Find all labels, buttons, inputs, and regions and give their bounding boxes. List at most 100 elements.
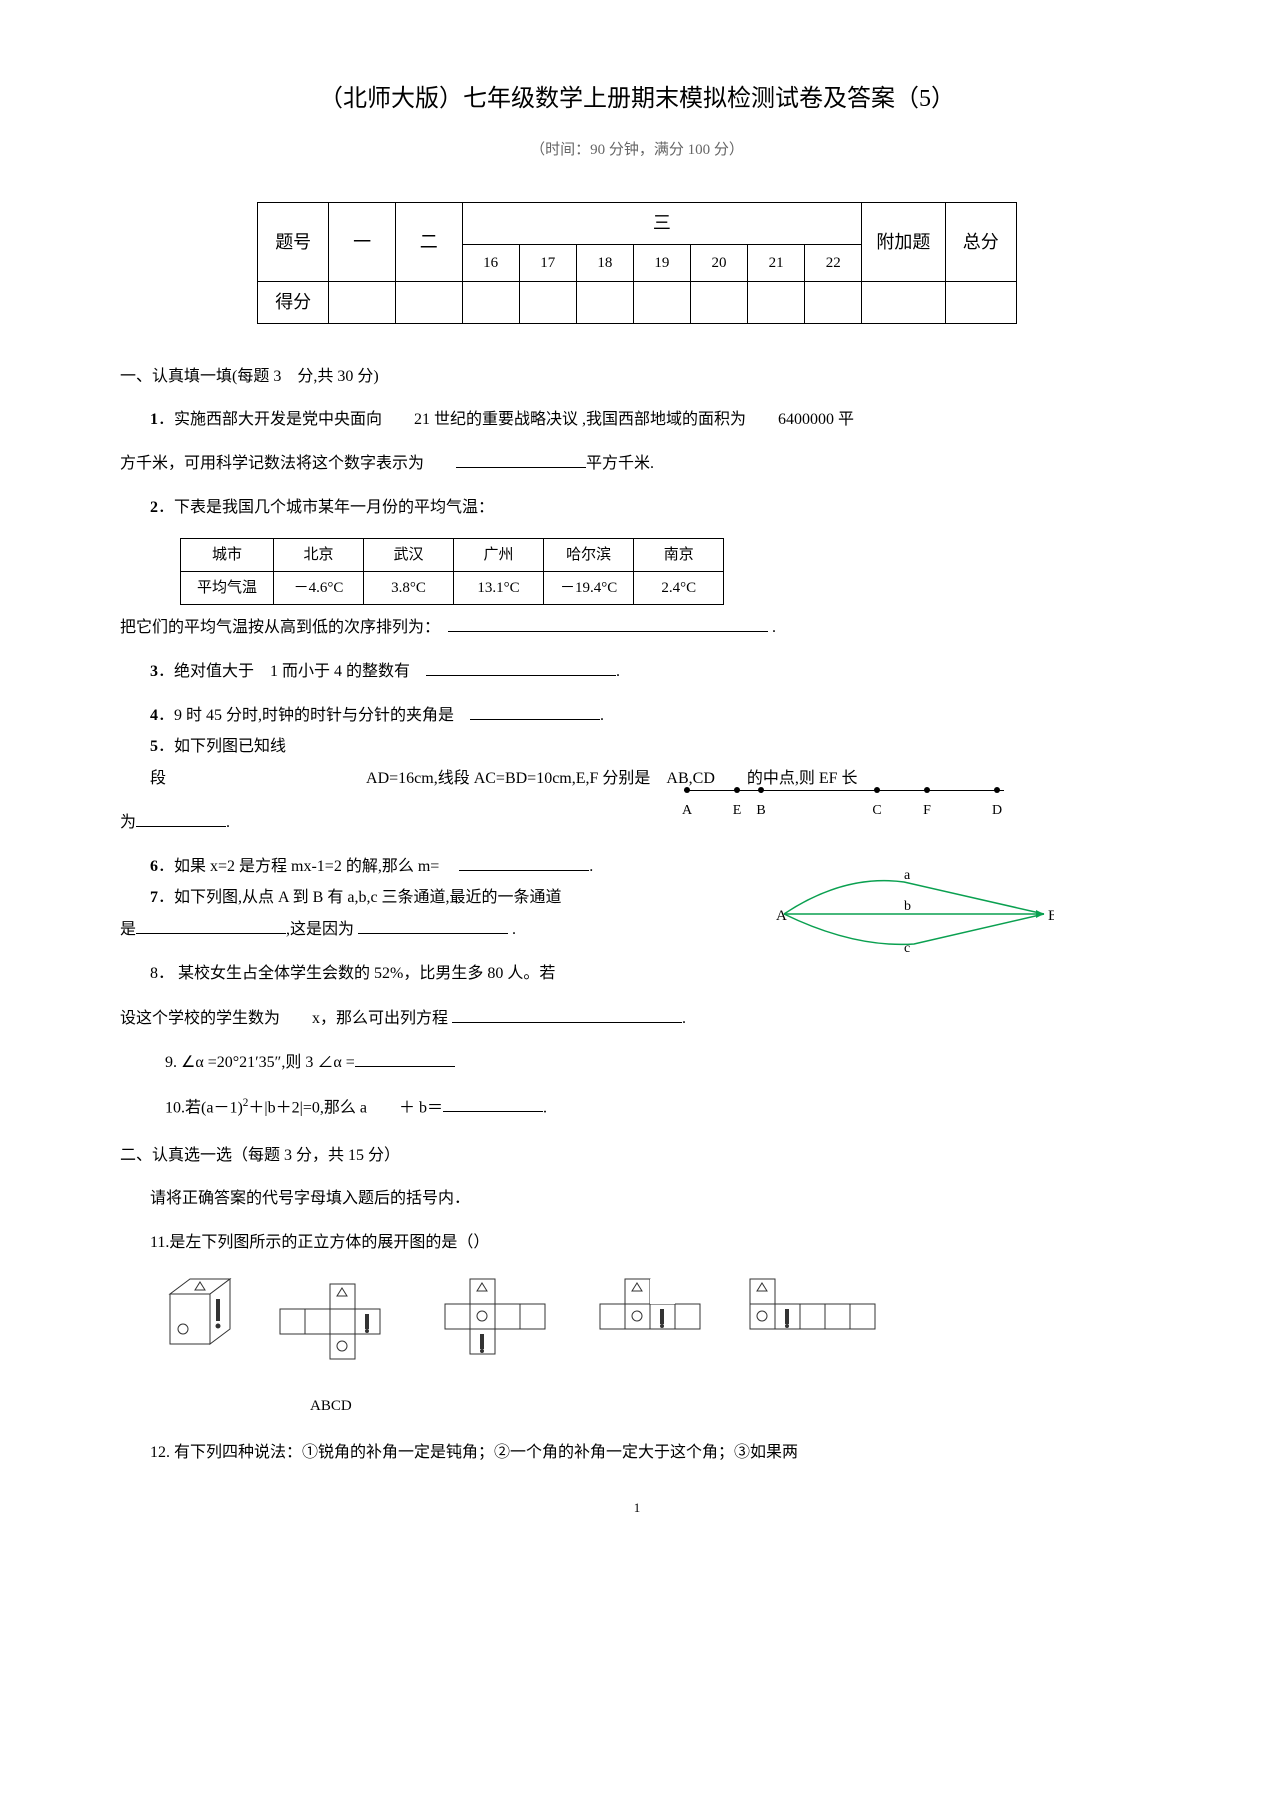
q1-text-a: ．实施西部大开发是党中央面向 21 世纪的重要战略决议 ,我国西部地域的面积为 … — [158, 411, 854, 428]
q2-text: ．下表是我国几个城市某年一月份的平均气温： — [158, 499, 494, 516]
q2: 2．下表是我国几个城市某年一月份的平均气温： — [150, 493, 1154, 523]
q10-a: .若(a — [181, 1099, 213, 1116]
q6-num: 6 — [150, 858, 158, 875]
q8: 8． 某校女生占全体学生会数的 52%，比男生多 80 人。若 — [150, 959, 1154, 989]
q9: 9. ∠α =20°21′35″,则 3 ∠α = — [165, 1048, 1154, 1078]
q11-text: .是左下列图所示的正立方体的展开图的是（） — [165, 1234, 489, 1251]
col-3-sub-1: 17 — [519, 245, 576, 282]
svg-text:a: a — [904, 868, 911, 883]
cube-net-b — [430, 1274, 560, 1384]
q1-text-b: 方千米，可用科学记数法将这个数字表示为 — [120, 455, 456, 472]
q10-blank — [443, 1094, 543, 1112]
cube-net-a — [270, 1274, 400, 1384]
score-table: 题号 一 二 三 附加题 总分 16 17 18 19 20 21 22 得分 — [257, 202, 1017, 324]
col-3-sub-3: 19 — [633, 245, 690, 282]
col-3-sub-2: 18 — [576, 245, 633, 282]
q11-option-labels: ABCD — [310, 1394, 1154, 1418]
q8-num: 8 — [150, 965, 158, 982]
temp-0: －4.6°C — [274, 571, 364, 604]
q8-blank — [452, 1005, 682, 1023]
q9-val: 20°21′35″ — [217, 1054, 282, 1071]
svg-text:b: b — [904, 899, 911, 914]
temp-city-0: 北京 — [274, 538, 364, 571]
row-label-2: 得分 — [258, 282, 329, 324]
q7-blank1 — [136, 916, 286, 934]
q5: 5．如下列图已知线 — [150, 733, 1154, 760]
q8-text-a: ． 某校女生占全体学生会数的 52%，比男生多 80 人。若 — [158, 965, 555, 982]
q9-dot: . — [173, 1054, 181, 1071]
q5-num: 5 — [150, 738, 158, 755]
q12: 12. 有下列四种说法：①锐角的补角一定是钝角；②一个角的补角一定大于这个角；③… — [150, 1438, 1154, 1468]
q3: 3．绝对值大于 1 而小于 4 的整数有 . — [150, 657, 1154, 687]
cube-net-d — [740, 1274, 880, 1354]
q9-formula-a: ∠α = — [181, 1054, 217, 1071]
q4: 4．9 时 45 分时,时钟的时针与分针的夹角是 . — [150, 702, 1154, 729]
q7-text-a: ．如下列图,从点 A 到 B 有 a,b,c 三条通道,最近的一条通道 — [158, 889, 562, 906]
q5-text-a: ．如下列图已知线 — [158, 738, 286, 755]
q12-text: . 有下列四种说法：①锐角的补角一定是钝角；②一个角的补角一定大于这个角；③如果… — [166, 1444, 798, 1461]
q11-num: 11 — [150, 1234, 165, 1251]
q4-blank — [470, 702, 600, 720]
temp-4: 2.4°C — [634, 571, 724, 604]
col-total: 总分 — [945, 203, 1016, 282]
temp-cities-label: 城市 — [181, 538, 274, 571]
section-2-header: 二、认真选一选（每题 3 分，共 15 分） — [120, 1143, 1154, 1169]
col-3-sub-4: 20 — [690, 245, 747, 282]
q5-text-b: 段 — [150, 764, 166, 794]
q1-text-c: 平方千米. — [586, 455, 654, 472]
col-3-sub-0: 16 — [462, 245, 519, 282]
q8-line2: 设这个学校的学生数为 x，那么可出列方程 . — [120, 1004, 1154, 1034]
q2-text-after: 把它们的平均气温按从高到低的次序排列为： — [120, 619, 448, 636]
cube-options-row — [150, 1274, 1154, 1384]
temp-1: 3.8°C — [364, 571, 454, 604]
col-3-sub-6: 22 — [805, 245, 862, 282]
q7-blank2 — [358, 916, 508, 934]
q6-text: ．如果 x=2 是方程 mx-1=2 的解,那么 m= — [158, 858, 459, 875]
page-title: （北师大版）七年级数学上册期末模拟检测试卷及答案（5） — [120, 80, 1154, 118]
temp-city-4: 南京 — [634, 538, 724, 571]
col-extra: 附加题 — [862, 203, 945, 282]
cube-net-c — [590, 1274, 710, 1354]
q3-text: ．绝对值大于 1 而小于 4 的整数有 — [158, 663, 426, 680]
section-1-header: 一、认真填一填(每题 3 分,共 30 分) — [120, 364, 1154, 390]
q1-cont: 方千米，可用科学记数法将这个数字表示为 平方千米. — [120, 449, 1154, 479]
svg-text:c: c — [904, 941, 910, 954]
q10-num: 10 — [165, 1099, 181, 1116]
q3-num: 3 — [150, 663, 158, 680]
q3-blank — [426, 659, 616, 677]
q9-blank — [355, 1050, 455, 1068]
q6-blank — [459, 853, 589, 871]
row-label-1: 题号 — [258, 203, 329, 282]
temp-2: 13.1°C — [454, 571, 544, 604]
page-subtitle: （时间：90 分钟，满分 100 分） — [120, 138, 1154, 162]
temp-label: 平均气温 — [181, 571, 274, 604]
q1-num: 1 — [150, 411, 158, 428]
q7-text-b: 是 — [120, 921, 136, 938]
temp-city-1: 武汉 — [364, 538, 454, 571]
q7-text-c: ,这是因为 — [286, 921, 358, 938]
temp-table: 城市 北京 武汉 广州 哈尔滨 南京 平均气温 －4.6°C 3.8°C 13.… — [180, 538, 724, 605]
q8-text-b: 设这个学校的学生数为 x，那么可出列方程 — [120, 1010, 452, 1027]
page-number: 1 — [120, 1498, 1154, 1519]
q9-formula-b: ∠α = — [317, 1054, 354, 1071]
q9-num: 9 — [165, 1054, 173, 1071]
col-3-sub-5: 21 — [748, 245, 805, 282]
q12-num: 12 — [150, 1444, 166, 1461]
line-diagram: A E B C F D — [684, 784, 1004, 814]
q2-blank — [448, 614, 768, 632]
svg-text:B: B — [1048, 908, 1054, 924]
col-3-header: 三 — [462, 203, 862, 245]
q7-num: 7 — [150, 889, 158, 906]
temp-3: －19.4°C — [544, 571, 634, 604]
section-2-instruction: 请将正确答案的代号字母填入题后的括号内． — [150, 1184, 1154, 1214]
col-1: 一 — [329, 203, 396, 282]
q11: 11.是左下列图所示的正立方体的展开图的是（） — [150, 1228, 1154, 1258]
q4-text: ．9 时 45 分时,时钟的时针与分针的夹角是 — [158, 707, 470, 724]
q2-after: 把它们的平均气温按从高到低的次序排列为： . — [120, 613, 1154, 643]
temp-city-3: 哈尔滨 — [544, 538, 634, 571]
col-2: 二 — [395, 203, 462, 282]
cube-original — [150, 1274, 240, 1364]
q9-text-b: ,则 3 — [281, 1054, 317, 1071]
q4-num: 4 — [150, 707, 158, 724]
q5-text-d: 为 — [120, 814, 136, 831]
